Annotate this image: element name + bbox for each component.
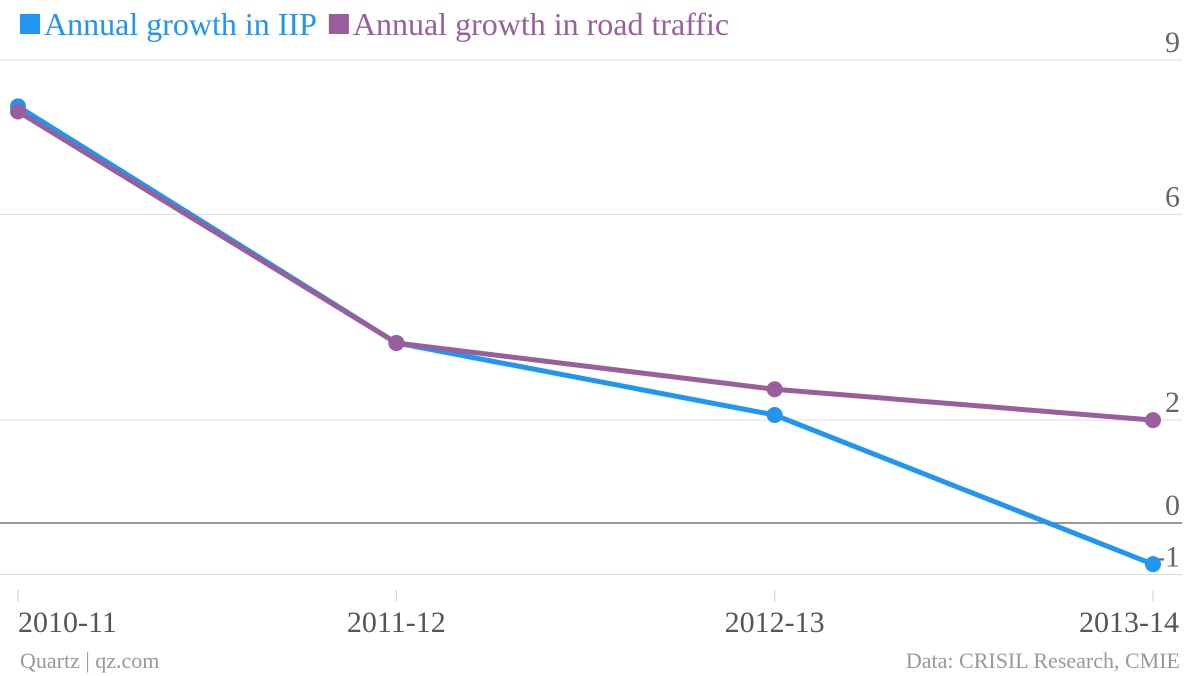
legend-label: Annual growth in IIP	[44, 6, 317, 42]
y-tick-label: 2	[1165, 386, 1180, 419]
data-point	[388, 334, 405, 351]
data-point	[1145, 556, 1161, 573]
y-tick-label: 6	[1165, 180, 1180, 213]
legend-swatch	[20, 14, 40, 34]
y-tick-label: 9	[1165, 26, 1180, 59]
y-tick-label: 0	[1165, 489, 1180, 522]
x-tick-label: 2013-14	[1079, 606, 1179, 639]
data-point	[1145, 412, 1161, 429]
credit: Quartz | qz.com	[20, 648, 159, 673]
x-tick-label: 2011-12	[347, 606, 446, 639]
legend-swatch	[328, 14, 349, 34]
data-point	[10, 103, 26, 120]
series-line	[16, 104, 1154, 567]
data-point	[766, 406, 783, 423]
series-line	[16, 109, 1154, 423]
data-point	[766, 381, 783, 398]
x-tick-label: 2010-11	[18, 606, 117, 639]
x-tick-label: 2012-13	[725, 606, 825, 639]
legend-label: Annual growth in road traffic	[353, 6, 729, 42]
source: Data: CRISIL Research, CMIE	[906, 648, 1180, 673]
